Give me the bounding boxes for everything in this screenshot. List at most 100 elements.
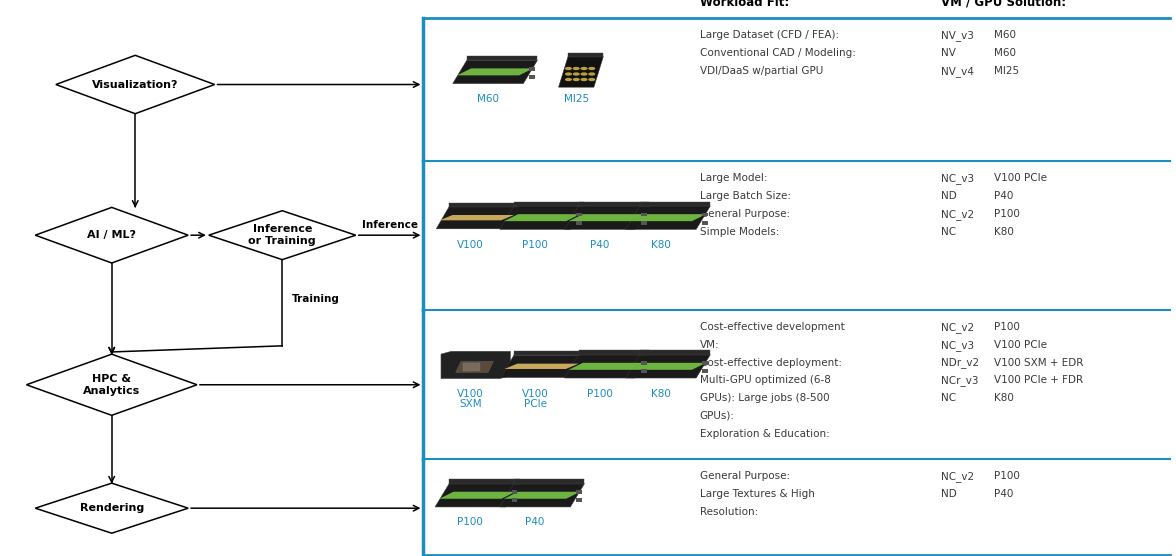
Polygon shape — [501, 355, 582, 378]
Text: Large Textures & High: Large Textures & High — [700, 489, 815, 499]
Circle shape — [588, 72, 595, 76]
Polygon shape — [569, 363, 644, 370]
Text: K80: K80 — [652, 389, 670, 399]
Polygon shape — [455, 361, 494, 373]
Circle shape — [564, 72, 572, 76]
Polygon shape — [626, 206, 710, 229]
Text: P40: P40 — [994, 191, 1013, 201]
Circle shape — [581, 67, 588, 70]
Text: P100: P100 — [994, 322, 1020, 332]
Text: Conventional CAD / Modeling:: Conventional CAD / Modeling: — [700, 48, 856, 58]
Polygon shape — [457, 68, 533, 76]
Text: Rendering: Rendering — [80, 503, 143, 513]
Text: NC_v3: NC_v3 — [941, 340, 974, 351]
Text: NDr_v2: NDr_v2 — [941, 358, 978, 369]
Text: M60: M60 — [994, 48, 1016, 58]
Circle shape — [573, 67, 580, 70]
Polygon shape — [630, 363, 706, 370]
Text: Workload Fit:: Workload Fit: — [700, 0, 789, 9]
Text: P100: P100 — [587, 389, 613, 399]
Bar — [512, 490, 517, 494]
Polygon shape — [27, 354, 196, 415]
Polygon shape — [56, 55, 214, 113]
Text: NC_v3: NC_v3 — [941, 173, 974, 185]
Text: NV: NV — [941, 48, 956, 58]
Circle shape — [581, 72, 588, 76]
Text: MI25: MI25 — [563, 94, 589, 104]
Text: NC_v2: NC_v2 — [941, 322, 974, 333]
Polygon shape — [505, 214, 580, 221]
Polygon shape — [626, 355, 710, 378]
Text: V100 PCIe + FDR: V100 PCIe + FDR — [994, 375, 1083, 385]
Polygon shape — [505, 364, 579, 369]
Text: P100: P100 — [522, 240, 548, 250]
Text: P40: P40 — [526, 518, 544, 528]
Polygon shape — [500, 484, 584, 507]
Polygon shape — [440, 215, 514, 220]
Polygon shape — [579, 202, 649, 206]
Polygon shape — [440, 492, 515, 499]
Bar — [463, 364, 480, 371]
Bar — [702, 221, 708, 225]
Polygon shape — [569, 214, 644, 221]
Text: Cost-effective development: Cost-effective development — [700, 322, 844, 332]
Text: Inference
or Training: Inference or Training — [248, 224, 316, 246]
Bar — [641, 369, 647, 373]
Bar — [641, 221, 647, 225]
Bar — [576, 212, 582, 216]
Text: General Purpose:: General Purpose: — [700, 471, 790, 481]
Text: V100
SXM: V100 SXM — [457, 389, 483, 409]
Text: Large Model:: Large Model: — [700, 173, 767, 183]
Text: Simple Models:: Simple Models: — [700, 227, 779, 237]
Polygon shape — [467, 56, 537, 60]
Text: V100 PCIe: V100 PCIe — [994, 340, 1047, 350]
Polygon shape — [453, 60, 537, 83]
Text: NC: NC — [941, 393, 956, 403]
Circle shape — [588, 78, 595, 81]
Polygon shape — [449, 202, 517, 206]
Text: NCr_v3: NCr_v3 — [941, 375, 978, 386]
Text: Inference: Inference — [361, 220, 417, 230]
Text: K80: K80 — [652, 240, 670, 250]
Polygon shape — [640, 350, 710, 355]
Bar — [529, 75, 535, 79]
Text: P100: P100 — [994, 209, 1020, 219]
Text: Large Batch Size:: Large Batch Size: — [700, 191, 790, 201]
Bar — [702, 369, 708, 373]
Text: NC: NC — [941, 227, 956, 237]
Bar — [702, 361, 708, 365]
Polygon shape — [500, 206, 584, 229]
Circle shape — [588, 67, 595, 70]
Text: AI / ML?: AI / ML? — [87, 230, 136, 240]
Bar — [576, 498, 582, 502]
Text: V100
PCIe: V100 PCIe — [522, 389, 548, 409]
Polygon shape — [35, 207, 188, 263]
Text: P40: P40 — [590, 240, 609, 250]
Polygon shape — [514, 479, 584, 484]
Text: M60: M60 — [477, 94, 499, 104]
Text: ND: ND — [941, 489, 956, 499]
Bar — [576, 221, 582, 225]
Polygon shape — [505, 492, 580, 499]
Text: Training: Training — [292, 294, 340, 304]
Text: VDI/DaaS w/partial GPU: VDI/DaaS w/partial GPU — [700, 66, 823, 76]
Text: Visualization?: Visualization? — [92, 80, 179, 90]
Text: K80: K80 — [994, 227, 1014, 237]
Circle shape — [564, 67, 572, 70]
Polygon shape — [435, 484, 520, 507]
Text: GPUs): Large jobs (8-500: GPUs): Large jobs (8-500 — [700, 393, 829, 403]
Polygon shape — [579, 350, 649, 355]
Polygon shape — [35, 483, 188, 533]
Text: V100: V100 — [457, 240, 483, 250]
Circle shape — [573, 72, 580, 76]
Text: VM:: VM: — [700, 340, 720, 350]
Text: P40: P40 — [994, 489, 1013, 499]
Text: Exploration & Education:: Exploration & Education: — [700, 429, 829, 439]
Text: Resolution:: Resolution: — [700, 507, 759, 517]
Polygon shape — [449, 479, 520, 484]
Text: HPC &
Analytics: HPC & Analytics — [83, 374, 140, 396]
Bar — [641, 361, 647, 365]
Text: General Purpose:: General Purpose: — [700, 209, 790, 219]
Polygon shape — [568, 53, 603, 57]
Text: ND: ND — [941, 191, 956, 201]
